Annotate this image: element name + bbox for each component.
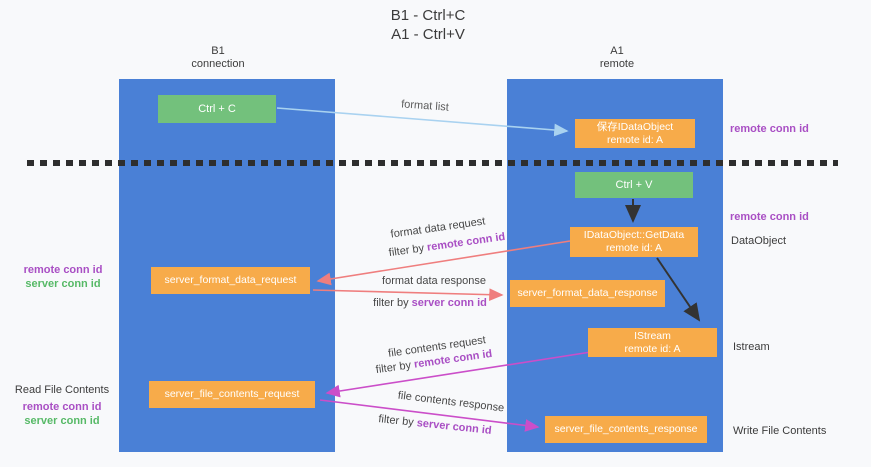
server-format-data-request-box: server_format_data_request — [151, 267, 310, 294]
server-format-data-response-box: server_format_data_response — [510, 280, 665, 307]
filter-by-text-4: filter by — [377, 413, 415, 429]
format-data-response-label: format data response — [382, 275, 486, 287]
istream-line1: IStream — [634, 329, 671, 342]
left-server-conn-id-2: server conn id — [24, 415, 100, 427]
file-contents-response-label: file contents response — [397, 389, 505, 415]
left-remote-conn-id-2: remote conn id — [22, 401, 102, 413]
write-file-contents-label: Write File Contents — [733, 425, 827, 437]
remote-conn-id-text-1: remote conn id — [426, 230, 506, 254]
istream-box: IStream remote id: A — [588, 328, 717, 357]
ctrl-v-label: Ctrl + V — [615, 178, 653, 191]
left-remote-conn-id-1: remote conn id — [23, 264, 103, 276]
filter-by-server-conn-id-2: filter by server conn id — [378, 413, 492, 437]
filter-by-text-2: filter by — [373, 297, 409, 309]
left-column-name: B1 — [211, 45, 225, 57]
server-file-contents-response-label: server_file_contents_response — [554, 423, 698, 435]
right-column-role: remote — [599, 58, 635, 70]
save-idataobject-box: 保存IDataObject remote id: A — [575, 119, 695, 148]
title-line-2: A1 - Ctrl+V — [391, 26, 465, 43]
getdata-line2: remote id: A — [605, 242, 663, 254]
title-line-1: B1 - Ctrl+C — [390, 7, 466, 24]
left-server-conn-id-1: server conn id — [25, 278, 101, 290]
server-conn-id-text-2: server conn id — [411, 297, 487, 309]
left-column-header: B1 connection — [158, 45, 278, 71]
right-column-header: A1 remote — [557, 45, 677, 71]
format-list-label: format list — [400, 98, 450, 114]
ctrl-v-box: Ctrl + V — [575, 172, 693, 198]
server-file-contents-request-label: server_file_contents_request — [164, 388, 300, 400]
server-file-contents-request-box: server_file_contents_request — [149, 381, 315, 408]
ctrl-c-label: Ctrl + C — [198, 102, 236, 115]
save-idataobject-line1: 保存IDataObject — [596, 120, 674, 133]
getdata-line1: IDataObject::GetData — [583, 229, 685, 241]
right-remote-conn-id-2: remote conn id — [730, 211, 809, 223]
server-format-data-response-label: server_format_data_response — [517, 287, 658, 299]
server-file-contents-response-box: server_file_contents_response — [545, 416, 707, 443]
dataobject-label: DataObject — [731, 235, 787, 247]
ctrl-c-box: Ctrl + C — [158, 95, 276, 123]
server-format-data-request-label: server_format_data_request — [164, 274, 297, 286]
right-remote-conn-id-1: remote conn id — [730, 123, 809, 135]
server-conn-id-text-4: server conn id — [416, 417, 493, 437]
format-data-response-arrow — [312, 288, 504, 302]
istream-line2: remote id: A — [624, 342, 681, 355]
left-column-role: connection — [191, 58, 245, 70]
filter-by-text-1: filter by — [388, 242, 425, 260]
filter-by-text-3: filter by — [375, 359, 412, 377]
right-column-name: A1 — [610, 45, 624, 57]
istream-side-label: Istream — [733, 341, 770, 353]
left-conn-id-block-2: Read File Contents remote conn id server… — [6, 383, 118, 428]
save-idataobject-line2: remote id: A — [606, 133, 664, 146]
idataobject-getdata-box: IDataObject::GetData remote id: A — [570, 227, 698, 257]
left-conn-id-block-1: remote conn id server conn id — [10, 263, 116, 291]
read-file-contents-label: Read File Contents — [14, 384, 110, 396]
diagram-title: B1 - Ctrl+C A1 - Ctrl+V — [328, 6, 528, 44]
filter-by-server-conn-id-1: filter by server conn id — [373, 297, 487, 309]
